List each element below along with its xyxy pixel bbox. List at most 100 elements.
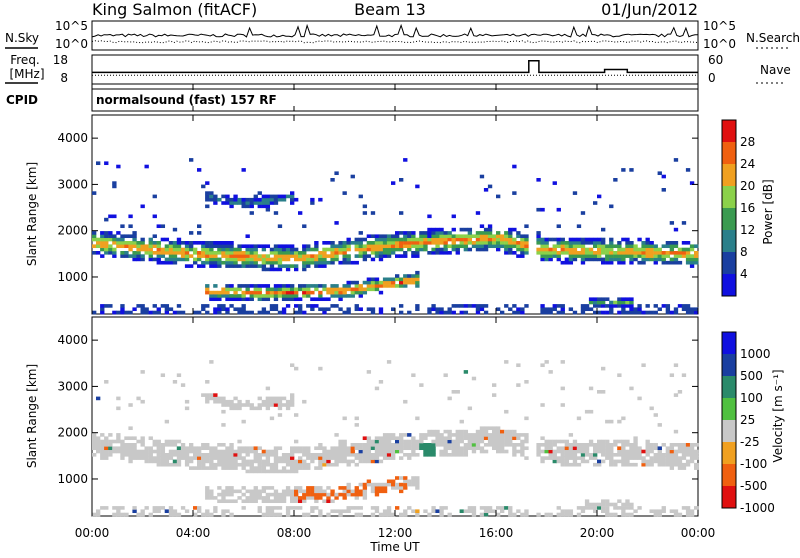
heatmap-cell [552, 307, 557, 312]
heatmap-cell [302, 453, 307, 457]
heatmap-cell [261, 469, 267, 474]
heatmap-cell [285, 290, 291, 295]
heatmap-cell [479, 433, 485, 437]
heatmap-cell [205, 304, 210, 308]
heatmap-cell [265, 469, 271, 474]
heatmap-cell [411, 241, 416, 245]
heatmap-cell [382, 241, 388, 245]
heatmap-cell [552, 443, 557, 447]
heatmap-cell [253, 264, 258, 268]
colorbar-tick-label: 12 [740, 223, 755, 237]
heatmap-cell [144, 446, 149, 451]
heatmap-cell [617, 439, 622, 444]
heatmap-cell [362, 244, 368, 249]
heatmap-cell [540, 254, 545, 258]
heatmap-cell [516, 247, 521, 252]
heatmap-cell [265, 399, 271, 404]
heatmap-cell [560, 403, 565, 407]
heatmap-cell [520, 244, 525, 249]
heatmap-cell [92, 512, 97, 517]
heatmap-cell [605, 257, 610, 262]
heatmap-cell [334, 453, 339, 457]
heatmap-cell [148, 512, 153, 517]
heatmap-cell [552, 304, 557, 308]
heatmap-cell [395, 244, 400, 249]
heatmap-cell [322, 310, 327, 315]
heatmap-cell [415, 284, 420, 288]
heatmap-cell [294, 492, 299, 497]
heatmap-cell [148, 310, 153, 315]
heatmap-cell [306, 257, 311, 262]
heatmap-cell [370, 257, 376, 262]
heatmap-cell [290, 449, 295, 454]
heatmap-cell [403, 284, 408, 288]
heatmap-cell [209, 254, 214, 258]
heatmap-cell [201, 184, 206, 189]
heatmap-cell [201, 244, 206, 249]
heatmap-cell [637, 247, 642, 252]
heatmap-cell [548, 257, 553, 262]
heatmap-cell [136, 251, 141, 255]
heatmap-cell [374, 287, 380, 292]
heatmap-cell [386, 234, 392, 239]
heatmap-cell [350, 446, 355, 451]
heatmap-cell [205, 492, 210, 497]
heatmap-cell [681, 462, 687, 467]
heatmap-cell [176, 456, 182, 460]
heatmap-cell [645, 462, 650, 467]
heatmap-cell [645, 244, 650, 249]
heatmap-cell [374, 251, 380, 255]
heatmap-cell [253, 453, 258, 457]
heatmap-cell [241, 264, 246, 268]
heatmap-cell [346, 489, 351, 494]
heatmap-cell [281, 496, 287, 500]
heatmap-cell [415, 482, 420, 487]
heatmap-cell [253, 290, 258, 295]
heatmap-cell [471, 234, 477, 239]
heatmap-cell [362, 211, 368, 215]
heatmap-cell [544, 512, 549, 517]
heatmap-cell [621, 251, 626, 255]
heatmap-cell [407, 456, 412, 460]
heatmap-cell [621, 307, 626, 312]
heatmap-cell [257, 310, 262, 315]
heatmap-cell [588, 453, 594, 457]
heatmap-cell [593, 449, 598, 454]
heatmap-cell [156, 439, 161, 444]
heatmap-cell [217, 486, 222, 490]
heatmap-cell [342, 439, 347, 444]
heatmap-cell [290, 489, 295, 494]
heatmap-cell [601, 453, 606, 457]
heatmap-cell [273, 399, 279, 404]
heatmap-cell [245, 290, 250, 295]
heatmap-cell [221, 254, 226, 258]
heatmap-cell [653, 251, 658, 255]
heatmap-cell [415, 453, 420, 457]
heatmap-cell [504, 443, 509, 447]
heatmap-cell [128, 244, 133, 249]
heatmap-cell [326, 456, 331, 460]
heatmap-cell [580, 211, 586, 215]
heatmap-cell [669, 244, 675, 249]
heatmap-cell [524, 244, 529, 249]
heatmap-cell [136, 247, 141, 252]
heatmap-cell [395, 506, 400, 510]
heatmap-cell [516, 436, 521, 441]
heatmap-cell [621, 310, 626, 315]
heatmap-cell [124, 234, 129, 239]
heatmap-cell [281, 469, 287, 474]
heatmap-cell [572, 446, 578, 451]
heatmap-cell [435, 433, 440, 437]
heatmap-cell [225, 307, 230, 312]
heatmap-cell [455, 453, 460, 457]
heatmap-cell [479, 244, 485, 249]
heatmap-cell [318, 257, 323, 262]
heatmap-cell [189, 247, 194, 252]
heatmap-cell [613, 462, 618, 467]
heatmap-cell [221, 201, 226, 205]
heatmap-cell [665, 304, 671, 308]
heatmap-cell [172, 443, 178, 447]
heatmap-cell [374, 237, 380, 242]
heatmap-cell [233, 453, 238, 457]
heatmap-cell [673, 310, 679, 315]
